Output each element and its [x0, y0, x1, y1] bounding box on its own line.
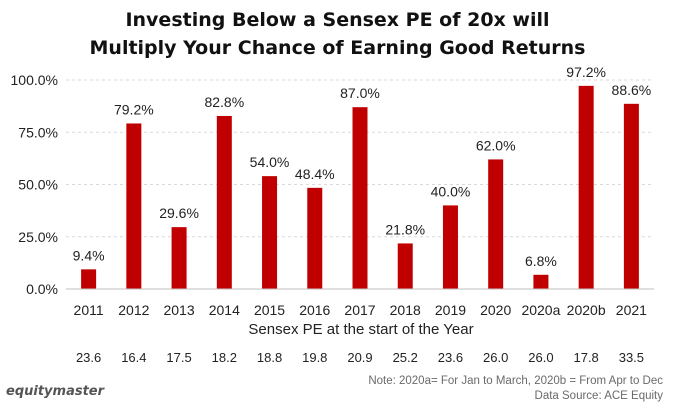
x-axis: 2011 2012 2013 2014 2015 2016 2017 2018 2019 2020…: [66, 288, 654, 318]
bar: [578, 85, 594, 290]
pe-values-row: 23.6 16.4 17.5 18.2 18.8 19.8 20.9 25.2 23.6 26.0…: [76, 350, 644, 365]
data-label: 62.0%: [476, 137, 516, 153]
data-label: 21.8%: [385, 221, 425, 237]
y-tick-label: 75.0%: [18, 124, 58, 140]
pe-value: 25.2: [393, 350, 418, 365]
pe-value: 19.8: [302, 350, 327, 365]
bar: [126, 123, 142, 289]
pe-value: 18.2: [212, 350, 237, 365]
pe-value: 23.6: [438, 350, 463, 365]
y-axis: 0.0% 25.0% 50.0% 75.0% 100.0%: [11, 72, 58, 297]
data-label: 9.4%: [73, 247, 105, 263]
y-tick-label: 0.0%: [26, 281, 58, 297]
data-source: Data Source: ACE Equity: [534, 390, 663, 402]
x-tick-label: 2020: [480, 302, 511, 318]
data-labels: 9.4% 79.2% 29.6% 82.8% 54.0% 48.4% 87.0% 21.8% 4…: [73, 64, 652, 269]
bar: [488, 159, 504, 289]
chart-title: Investing Below a Sensex PE of 20x will …: [0, 6, 675, 62]
brand-logo-text: equitymaster: [6, 384, 105, 399]
x-tick-label: 2014: [209, 302, 240, 318]
x-tick-label: 2013: [163, 302, 194, 318]
data-label: 40.0%: [431, 183, 471, 199]
data-label: 6.8%: [525, 253, 557, 269]
bars: [81, 85, 639, 290]
x-tick-label: 2015: [254, 302, 285, 318]
bar: [216, 115, 232, 289]
data-label: 97.2%: [566, 64, 606, 80]
bar: [442, 205, 458, 289]
bar: [171, 227, 187, 289]
data-label: 82.8%: [204, 94, 244, 110]
bar: [307, 187, 323, 289]
x-tick-label: 2012: [118, 302, 149, 318]
pe-value: 17.5: [166, 350, 191, 365]
bar: [262, 176, 278, 289]
x-tick-label: 2020b: [567, 302, 606, 318]
pe-value: 23.6: [76, 350, 101, 365]
x-tick-label: 2016: [299, 302, 330, 318]
data-label: 87.0%: [340, 85, 380, 101]
x-tick-label: 2021: [616, 302, 647, 318]
data-label: 48.4%: [295, 166, 335, 182]
y-tick-label: 50.0%: [18, 177, 58, 193]
data-label: 29.6%: [159, 205, 199, 221]
y-tick-label: 100.0%: [11, 72, 58, 88]
data-label: 88.6%: [612, 82, 652, 98]
pe-value: 33.5: [619, 350, 644, 365]
x-tick-label: 2020a: [521, 302, 560, 318]
pe-value: 20.9: [347, 350, 372, 365]
x-tick-label: 2017: [344, 302, 375, 318]
bar: [397, 243, 413, 289]
x-tick-label: 2018: [390, 302, 421, 318]
pe-value: 17.8: [573, 350, 598, 365]
pe-value: 16.4: [121, 350, 146, 365]
bar: [352, 107, 368, 289]
x-tick-label: 2011: [74, 302, 104, 318]
bar: [81, 269, 97, 289]
data-label: 54.0%: [250, 154, 290, 170]
data-label: 79.2%: [114, 101, 154, 117]
chart-title-line-2: Multiply Your Chance of Earning Good Ret…: [89, 37, 586, 59]
pe-value: 18.8: [257, 350, 282, 365]
pe-value: 26.0: [528, 350, 553, 365]
bar: [533, 274, 549, 289]
footnote: Note: 2020a= For Jan to March, 2020b = F…: [368, 375, 663, 387]
chart-title-line-1: Investing Below a Sensex PE of 20x will: [125, 9, 550, 31]
pe-value: 26.0: [483, 350, 508, 365]
y-tick-label: 25.0%: [18, 229, 58, 245]
bar: [623, 103, 639, 290]
x-axis-label: Sensex PE at the start of the Year: [248, 321, 473, 338]
x-tick-label: 2019: [435, 302, 466, 318]
